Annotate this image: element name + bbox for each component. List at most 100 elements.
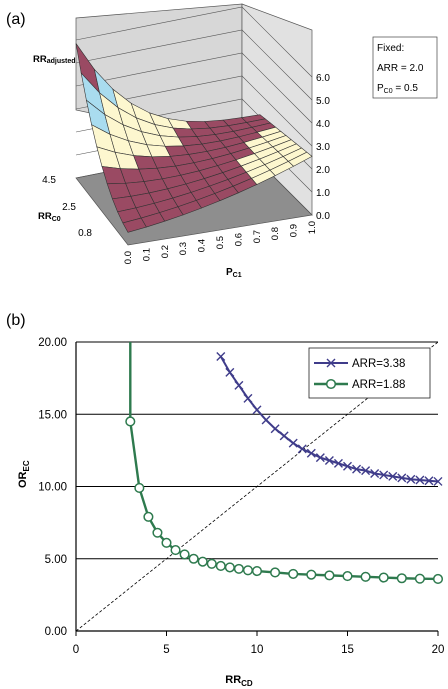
- data-point-x: [234, 380, 244, 390]
- y-axis-label: RRC0: [38, 211, 61, 223]
- x-tick-label: 0.4: [197, 239, 208, 252]
- data-point-o: [233, 563, 244, 574]
- x-tick-label: 0.7: [252, 230, 263, 243]
- y-axis-label: OREC: [17, 460, 31, 488]
- z-axis-ticks: 0.0 1.0 2.0 3.0 4.0 5.0 6.0: [316, 73, 330, 222]
- y-tick-label: 10.00: [38, 482, 67, 494]
- z-axis-label: RRadjusted: [33, 54, 76, 65]
- data-point-o: [324, 570, 335, 581]
- data-point-o: [134, 482, 145, 493]
- data-point-x: [424, 476, 434, 486]
- data-point-x: [370, 469, 380, 478]
- data-point-o: [143, 511, 154, 522]
- x-tick-label: 1.0: [307, 221, 318, 234]
- data-point-x: [225, 367, 235, 377]
- z-tick-label: 1.0: [316, 188, 330, 199]
- x-tick-label: 0.1: [141, 248, 152, 261]
- data-point-x: [397, 473, 407, 483]
- x-tick-label: 0.5: [215, 236, 226, 249]
- data-point-x: [388, 471, 398, 481]
- data-point-o: [360, 571, 371, 582]
- data-point-o: [396, 573, 407, 584]
- x-axis-label: RRCD: [225, 674, 253, 688]
- data-point-o: [251, 565, 263, 577]
- legend: ARR=3.38 ARR=1.88: [308, 347, 431, 399]
- data-point-o: [342, 571, 353, 582]
- data-point-x: [333, 458, 343, 468]
- wall-gridline: [75, 52, 313, 124]
- data-point-x: [415, 475, 425, 485]
- y-tick-label: 0.00: [45, 626, 67, 638]
- data-point-x: [379, 470, 389, 480]
- x-tick-label: 0.8: [270, 227, 281, 240]
- surface-cell: [287, 151, 313, 167]
- data-point-o: [306, 569, 317, 580]
- legend-label-arr-1-88: ARR=1.88: [352, 379, 405, 391]
- fixed-box-title: Fixed:: [377, 43, 404, 54]
- x-tick-label: 0.0: [123, 251, 134, 264]
- z-tick-label: 6.0: [316, 73, 330, 84]
- y-tick-label: 20.00: [38, 337, 67, 349]
- z-tick-label: 3.0: [316, 142, 330, 153]
- x-tick-label: 0.6: [233, 233, 244, 246]
- data-point-x: [361, 466, 371, 476]
- data-point-o: [125, 416, 136, 427]
- legend-label-arr-3-38: ARR=3.38: [352, 358, 405, 370]
- y-tick-label: 5.00: [45, 554, 67, 566]
- data-point-o: [414, 573, 425, 584]
- x-tick-label: 0.9: [289, 224, 300, 237]
- data-point-x: [288, 438, 298, 448]
- data-point-x: [406, 474, 416, 484]
- data-point-o: [206, 558, 217, 569]
- data-point-x: [243, 393, 253, 403]
- y-tick-label: 0.8: [78, 228, 92, 239]
- data-point-x: [270, 424, 280, 434]
- data-point-o: [188, 553, 199, 564]
- data-point-x: [352, 464, 362, 474]
- data-point-o: [242, 565, 253, 576]
- x-axis-ticks: 0.0 0.1 0.2 0.3 0.4 0.5 0.6 0.7 0.8 0.9 1.0: [123, 221, 318, 264]
- panel-b-label: (b): [6, 312, 26, 329]
- data-point-x: [279, 431, 289, 441]
- wall-gridline: [75, 6, 313, 78]
- data-point-o: [288, 568, 299, 579]
- data-point-o: [152, 527, 163, 538]
- legend-marker-o: [325, 378, 337, 390]
- panel-b-line-chart: (b) 0.00 5.00 10.00 15.00 20.00 0 5 10 15 20 OREC…: [6, 312, 444, 688]
- data-point-o: [170, 545, 181, 556]
- x-tick-label: 0.3: [178, 242, 189, 255]
- x-tick-label: 0.2: [160, 245, 171, 258]
- y-tick-label: 2.5: [62, 202, 76, 213]
- data-point-x: [306, 448, 316, 458]
- y-tick-label: 4.5: [42, 175, 56, 186]
- data-point-x: [343, 461, 352, 471]
- data-point-o: [197, 556, 208, 567]
- panel-a-label: (a): [6, 11, 26, 28]
- panel-a-surface-chart: (a) 0.01.02.03.04.05.06.0 RRadjusted 0.8…: [6, 3, 438, 279]
- data-point-x: [261, 415, 271, 425]
- data-point-o: [224, 562, 235, 573]
- x-tick-label: 10: [251, 644, 264, 656]
- data-point-o: [432, 573, 444, 585]
- fixed-box-pc0: PC0 = 0.5: [377, 83, 418, 95]
- z-tick-label: 2.0: [316, 165, 330, 176]
- wall-gridline: [75, 29, 313, 101]
- data-point-o: [270, 567, 281, 578]
- y-tick-label: 15.00: [38, 409, 67, 421]
- data-point-o: [378, 572, 389, 583]
- y-axis-ticks: 0.8 2.5 4.5: [42, 175, 92, 239]
- data-point-o: [215, 560, 226, 572]
- x-axis-label: PC1: [226, 267, 242, 279]
- data-point-x: [252, 405, 262, 415]
- surface-mesh: [75, 43, 313, 233]
- data-point-o: [161, 537, 172, 548]
- fixed-box-arr: ARR = 2.0: [377, 63, 424, 74]
- data-point-x: [216, 351, 226, 361]
- data-point-x: [433, 476, 443, 486]
- z-tick-label: 0.0: [316, 211, 330, 222]
- x-tick-label: 0: [73, 644, 79, 656]
- wall-gridline: [75, 75, 313, 147]
- legend-marker-x: [326, 358, 336, 368]
- x-tick-label: 5: [163, 644, 169, 656]
